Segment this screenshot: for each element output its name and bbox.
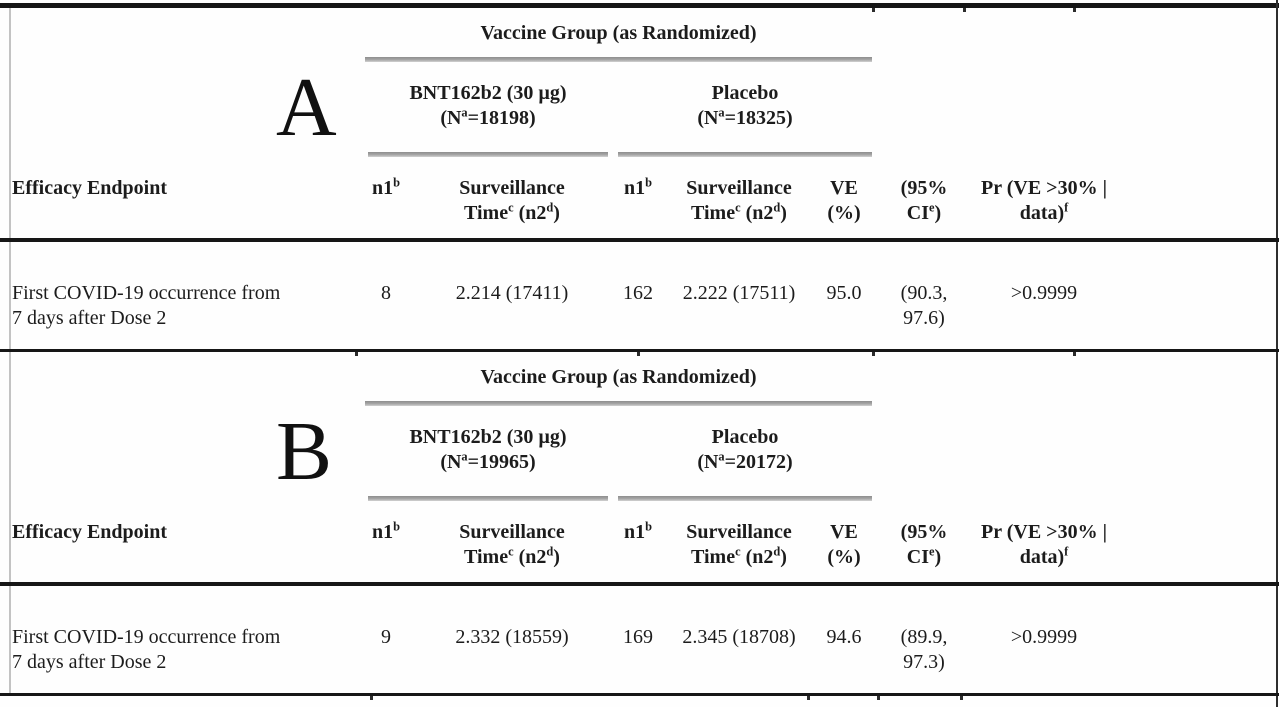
col-header-surveillance-vaccine: Surveillance Timec (n2d) [459,177,565,224]
column-tick [1073,8,1076,12]
col-header-n1-placebo: n1b [623,175,653,199]
column-tick [637,352,640,356]
col-header-surveillance-placebo: Surveillance Timec (n2d) [686,177,792,224]
panel-divider-rule [0,349,1279,356]
vaccine-group-header: BNT162b2 (30 µg) (Na=18198) [368,81,608,131]
col-header-ve: VE (%) [827,521,861,568]
table-panel-b: B Vaccine Group (as Randomized) BNT162b2… [0,352,1279,700]
ci-value: (90.3, 97.6) [900,282,948,330]
col-header-surveillance-vaccine: Surveillance Timec (n2d) [459,521,565,568]
col-header-ve: VE (%) [827,177,861,224]
column-tick [960,696,963,700]
placebo-surveillance-value: 2.222 (17511) [682,282,796,304]
vaccine-group-n: (Na=18198) [440,105,536,129]
vaccine-group-name: BNT162b2 (30 µg) [409,82,567,104]
bottom-rule [0,693,1279,700]
pr-value: >0.9999 [1010,282,1078,304]
panel-label-b: B [276,405,333,498]
ci-value: (89.9, 97.3) [900,626,948,674]
table-b-group-headers: BNT162b2 (30 µg) (Na=19965) Placebo (Na=… [0,406,1279,496]
col-header-ci: (95% CIe) [900,521,948,568]
spacer-cell [1119,520,1279,582]
vaccine-n1-value: 9 [381,626,391,648]
table-b-title: Vaccine Group (as Randomized) [480,366,757,388]
placebo-n1-value: 169 [623,626,653,648]
placebo-group-name: Placebo [711,426,779,448]
right-edge-line [1276,0,1278,707]
group-span-rule [365,401,872,406]
col-header-n1-vaccine: n1b [371,175,401,199]
col-header-efficacy-endpoint: Efficacy Endpoint [12,521,168,543]
endpoint-cell: First COVID-19 occurrence from 7 days aft… [12,626,281,674]
group-underline-rules [0,152,1279,159]
column-tick [370,696,373,700]
panel-label-a: A [276,61,337,154]
column-tick [355,352,358,356]
col-header-ci: (95% CIe) [900,177,948,224]
spacer-cell [1119,625,1279,693]
top-border-rule [0,3,1279,12]
column-tick [872,352,875,356]
column-tick [877,696,880,700]
table-b-column-headers: Efficacy Endpoint n1b Surveillance Timec … [0,503,1279,582]
vaccine-group-n: (Na=19965) [440,449,536,473]
vaccine-group-rule [368,496,608,501]
placebo-group-name: Placebo [711,82,779,104]
column-tick [963,8,966,12]
vaccine-n1-value: 8 [381,282,391,304]
column-tick [807,696,810,700]
col-header-pr: Pr (VE >30% | data)f [981,177,1107,224]
endpoint-cell: First COVID-19 occurrence from 7 days aft… [12,282,281,330]
header-divider-rule [0,582,1279,586]
vaccine-group-header: BNT162b2 (30 µg) (Na=19965) [368,425,608,475]
table-a-data-row: First COVID-19 occurrence from 7 days aft… [0,242,1279,349]
vaccine-surveillance-value: 2.332 (18559) [455,626,569,648]
table-b-data-row: First COVID-19 occurrence from 7 days aft… [0,586,1279,693]
col-header-surveillance-placebo: Surveillance Timec (n2d) [686,521,792,568]
spacer-cell [1119,281,1279,349]
ve-value: 94.6 [826,626,862,648]
group-underline-rules [0,496,1279,503]
table-a-title-row: Vaccine Group (as Randomized) [0,8,1279,57]
placebo-group-n: (Na=20172) [697,449,793,473]
placebo-surveillance-value: 2.345 (18708) [682,626,796,648]
group-span-rule [365,57,872,62]
vaccine-surveillance-value: 2.214 (17411) [455,282,569,304]
pr-value: >0.9999 [1010,626,1078,648]
placebo-group-n: (Na=18325) [697,105,793,129]
vaccine-group-name: BNT162b2 (30 µg) [409,426,567,448]
table-a-column-headers: Efficacy Endpoint n1b Surveillance Timec … [0,159,1279,238]
header-divider-rule [0,238,1279,242]
col-header-efficacy-endpoint: Efficacy Endpoint [12,177,168,199]
placebo-group-header: Placebo (Na=20172) [618,425,872,475]
placebo-n1-value: 162 [623,282,653,304]
table-a-title: Vaccine Group (as Randomized) [480,22,757,44]
column-tick [872,8,875,12]
col-header-n1-placebo: n1b [623,519,653,543]
table-a-group-headers: BNT162b2 (30 µg) (Na=18198) Placebo (Na=… [0,62,1279,152]
table-b-title-row: Vaccine Group (as Randomized) [0,352,1279,401]
table-panel-a: A Vaccine Group (as Randomized) BNT162b2… [0,8,1279,356]
vaccine-group-rule [368,152,608,157]
spacer-cell [1119,176,1279,238]
column-tick [1073,352,1076,356]
ve-value: 95.0 [826,282,862,304]
col-header-n1-vaccine: n1b [371,519,401,543]
placebo-group-header: Placebo (Na=18325) [618,81,872,131]
col-header-pr: Pr (VE >30% | data)f [981,521,1107,568]
placebo-group-rule [618,496,872,501]
placebo-group-rule [618,152,872,157]
